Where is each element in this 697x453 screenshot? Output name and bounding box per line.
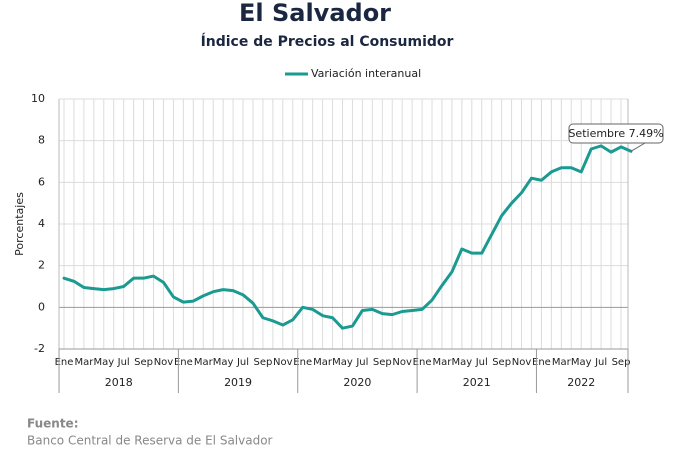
year-label: 2019 — [224, 376, 252, 389]
y-tick-label: 2 — [38, 259, 45, 272]
y-tick-label: 6 — [38, 175, 45, 188]
x-tick-label: May — [452, 357, 473, 368]
y-axis-label: Porcentajes — [13, 192, 26, 256]
x-tick-label: Ene — [413, 357, 432, 368]
x-tick-label: Nov — [392, 357, 412, 368]
x-tick-label: May — [571, 357, 592, 368]
annotation-box — [568, 123, 664, 144]
series-line — [62, 144, 633, 330]
x-tick-label: Sep — [612, 357, 631, 368]
year-label: 2021 — [463, 376, 491, 389]
x-tick-label: Ene — [532, 357, 551, 368]
chart-title: El Salvador — [239, 0, 391, 27]
year-label: 2022 — [567, 376, 595, 389]
year-label: 2020 — [343, 376, 371, 389]
source-label: Fuente: — [27, 417, 79, 431]
x-tick-label: Jul — [594, 357, 607, 368]
x-tick-label: Sep — [373, 357, 392, 368]
y-tick-label: 4 — [38, 217, 45, 230]
source: Banco Central de Reserva de El Salvador — [27, 434, 273, 448]
x-tick-label: Nov — [512, 357, 532, 368]
x-tick-label: Sep — [134, 357, 153, 368]
year-label: 2018 — [105, 376, 133, 389]
x-tick-label: Ene — [174, 357, 193, 368]
x-tick-label: Jul — [355, 357, 368, 368]
legend-label: Variación interanual — [311, 67, 421, 80]
annotation-pointer — [630, 142, 646, 152]
y-tick-label: 0 — [38, 300, 45, 313]
x-tick-label: Ene — [55, 357, 74, 368]
x-tick-label: Mar — [74, 357, 94, 368]
x-tick-label: Sep — [492, 357, 511, 368]
y-tick-label: -2 — [34, 342, 45, 355]
x-tick-label: Ene — [293, 357, 312, 368]
x-tick-label: Jul — [236, 357, 249, 368]
chart-subtitle: Índice de Precios al Consumidor — [201, 33, 454, 50]
x-tick-label: Mar — [313, 357, 333, 368]
x-tick-label: May — [213, 357, 234, 368]
x-tick-label: May — [332, 357, 353, 368]
x-tick-label: Mar — [194, 357, 214, 368]
x-tick-label: Mar — [552, 357, 572, 368]
x-tick-label: May — [93, 357, 114, 368]
y-tick-label: 8 — [38, 134, 45, 147]
y-tick-label: 10 — [31, 92, 45, 105]
x-tick-label: Sep — [253, 357, 272, 368]
x-tick-label: Nov — [273, 357, 293, 368]
x-tick-label: Nov — [154, 357, 174, 368]
x-tick-label: Mar — [433, 357, 453, 368]
annotation: Setiembre 7.49% — [568, 127, 663, 140]
x-tick-label: Jul — [475, 357, 488, 368]
x-tick-label: Jul — [117, 357, 130, 368]
